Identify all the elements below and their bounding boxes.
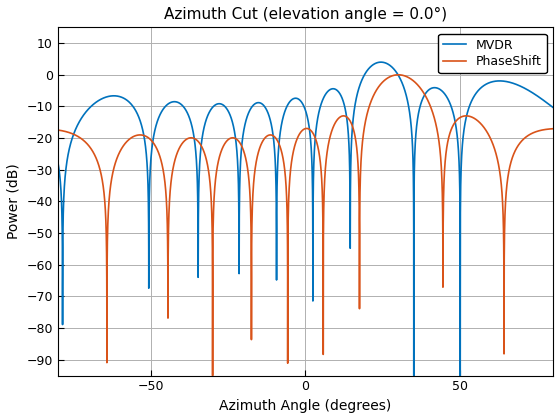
Line: MVDR: MVDR [58, 62, 553, 375]
Title: Azimuth Cut (elevation angle = 0.0°): Azimuth Cut (elevation angle = 0.0°) [164, 7, 447, 22]
Y-axis label: Power (dB): Power (dB) [7, 164, 21, 239]
MVDR [377, 60, 384, 65]
MVDR [410, 373, 417, 378]
MVDR [54, 160, 61, 165]
X-axis label: Azimuth Angle (degrees): Azimuth Angle (degrees) [220, 399, 391, 413]
PhaseShift [351, 131, 358, 136]
MVDR [351, 107, 358, 112]
MVDR [429, 85, 436, 90]
MVDR [550, 105, 557, 110]
Legend: MVDR, PhaseShift: MVDR, PhaseShift [438, 34, 547, 74]
PhaseShift [360, 129, 367, 134]
PhaseShift [429, 109, 436, 114]
PhaseShift [207, 180, 213, 185]
MVDR [207, 108, 213, 113]
MVDR [464, 109, 471, 114]
PhaseShift [550, 126, 557, 131]
Line: PhaseShift: PhaseShift [58, 75, 553, 375]
PhaseShift [464, 113, 471, 118]
PhaseShift [482, 126, 488, 131]
PhaseShift [54, 128, 61, 133]
PhaseShift [395, 72, 402, 77]
MVDR [360, 74, 367, 79]
MVDR [482, 82, 488, 87]
PhaseShift [209, 373, 216, 378]
